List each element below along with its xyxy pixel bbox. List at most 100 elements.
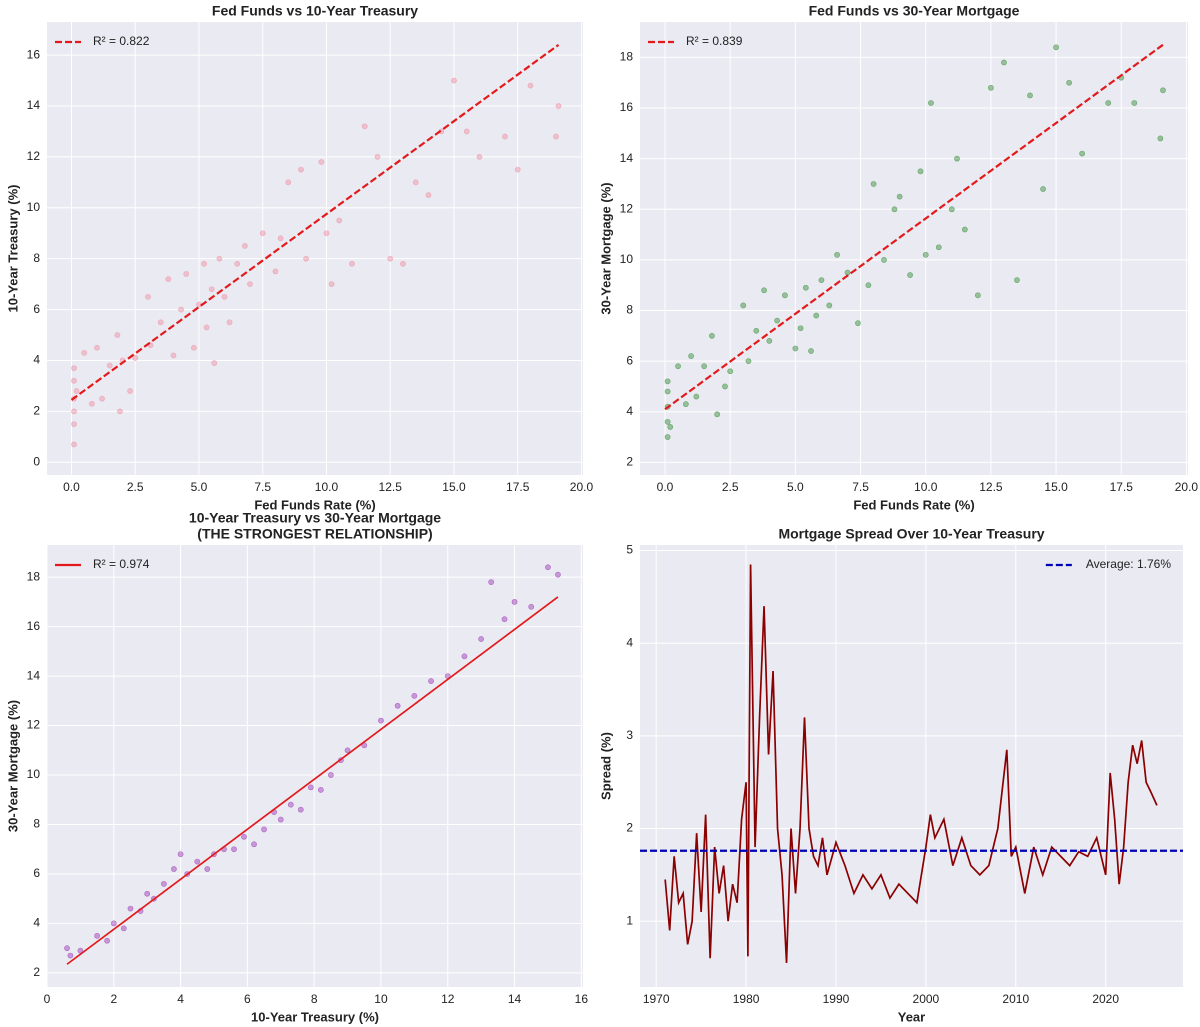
scatter-point	[451, 77, 457, 84]
chart-title: 10-Year Treasury vs 30-Year Mortgage	[189, 510, 441, 526]
scatter-point	[318, 159, 325, 165]
scatter-point	[114, 332, 121, 338]
x-tick-label: 1980	[733, 992, 760, 1006]
scatter-point	[855, 320, 861, 327]
scatter-point	[865, 282, 872, 289]
scatter-point	[336, 217, 343, 224]
scatter-point	[693, 393, 700, 400]
scatter-point	[178, 306, 185, 313]
scatter-point	[106, 362, 113, 369]
plot-content	[640, 564, 1183, 963]
scatter-point	[349, 260, 355, 267]
scatter-point	[64, 945, 70, 952]
scatter-point	[132, 355, 139, 361]
line	[664, 564, 1158, 963]
scatter-point	[428, 678, 434, 684]
scatter-point	[478, 636, 485, 642]
scatter-point	[81, 349, 88, 356]
scatter-point	[502, 133, 508, 140]
scatter-point	[327, 772, 334, 778]
legend-label: R² = 0.822	[93, 34, 150, 48]
scatter-point	[797, 325, 804, 332]
x-tick-label: 20.0	[570, 480, 594, 494]
scatter-point	[802, 284, 809, 291]
scatter-point	[954, 155, 960, 162]
line	[70, 44, 560, 401]
x-axis-label: Year	[898, 1009, 925, 1024]
scatter-point	[988, 84, 994, 91]
scatter-point	[870, 181, 877, 187]
y-tick-label: 2	[33, 965, 40, 979]
scatter-point	[251, 841, 257, 848]
scatter-point	[298, 166, 304, 173]
scatter-point	[344, 747, 351, 754]
scatter-point	[1066, 79, 1073, 86]
x-axis-label: Fed Funds Rate (%)	[254, 497, 375, 512]
scatter-point	[425, 192, 432, 198]
scatter-point	[272, 268, 279, 275]
y-tick-label: 4	[626, 635, 633, 649]
scatter-point	[1027, 92, 1033, 99]
scatter-point	[231, 846, 237, 853]
legend-label: R² = 0.839	[686, 34, 743, 48]
scatter-point	[1131, 100, 1138, 106]
scatter-point	[204, 866, 211, 872]
scatter-point	[664, 434, 671, 440]
scatter-point	[1160, 87, 1166, 94]
scatter-point	[476, 153, 483, 160]
x-axis-label: Fed Funds Rate (%)	[853, 497, 974, 512]
scatter-point	[71, 408, 77, 415]
scatter-point	[203, 324, 210, 331]
scatter-point	[394, 702, 401, 709]
y-axis-label: 30-Year Mortgage (%)	[598, 182, 613, 314]
y-tick-label: 10	[27, 767, 41, 781]
scatter-point	[104, 937, 111, 944]
chart-title: Fed Funds vs 30-Year Mortgage	[809, 3, 1020, 19]
x-axis-label: 10-Year Treasury (%)	[251, 1009, 379, 1024]
scatter-point	[1157, 135, 1164, 142]
scatter-point	[234, 260, 241, 267]
y-tick-label: 12	[27, 718, 41, 732]
x-tick-label: 10.0	[315, 480, 339, 494]
y-tick-label: 14	[27, 98, 41, 112]
scatter-point	[277, 235, 284, 242]
plot-area	[47, 545, 583, 987]
scatter-point	[528, 603, 535, 610]
y-tick-label: 4	[626, 404, 633, 418]
y-tick-label: 10	[620, 252, 634, 266]
y-tick-label: 4	[33, 916, 40, 930]
y-tick-label: 16	[27, 47, 41, 61]
scatter-point	[826, 302, 833, 309]
x-tick-label: 17.5	[1110, 480, 1134, 494]
scatter-point	[774, 317, 781, 324]
scatter-point	[221, 293, 228, 300]
scatter-point	[145, 293, 151, 300]
scatter-point	[412, 179, 419, 186]
y-tick-label: 5	[626, 543, 633, 557]
scatter-point	[67, 952, 74, 959]
scatter-point	[667, 424, 674, 430]
legend-label: Average: 1.76%	[1086, 557, 1172, 571]
chart-title: (THE STRONGEST RELATIONSHIP)	[197, 526, 432, 542]
x-tick-label: 2000	[913, 992, 940, 1006]
scatter-point	[211, 360, 218, 366]
scatter-point	[277, 816, 284, 823]
scatter-point	[527, 82, 534, 89]
x-tick-label: 17.5	[506, 480, 530, 494]
x-tick-label: 0.0	[63, 480, 80, 494]
y-tick-label: 2	[626, 821, 633, 835]
scatter-point	[555, 103, 562, 109]
subplot: 0.0 2.5 5.0 7.5 10.0 12.5 15.0 17.5 20.0 2 4 6 8 10 12…	[598, 3, 1198, 513]
scatter-point	[287, 801, 294, 808]
y-tick-label: 8	[626, 303, 633, 317]
scatter-point	[761, 287, 767, 294]
subplot: 0.0 2.5 5.0 7.5 10.0 12.5 15.0 17.5 20.0 0 2 4 6 8 10 1…	[5, 3, 593, 513]
x-tick-label: 5.0	[787, 480, 804, 494]
scatter-point	[675, 363, 681, 370]
scatter-point	[374, 153, 381, 160]
scatter-point	[1001, 59, 1007, 66]
plot-area	[640, 545, 1183, 987]
x-tick-label: 15.0	[442, 480, 466, 494]
scatter-point	[1053, 44, 1059, 51]
x-tick-label: 12.5	[979, 480, 1003, 494]
